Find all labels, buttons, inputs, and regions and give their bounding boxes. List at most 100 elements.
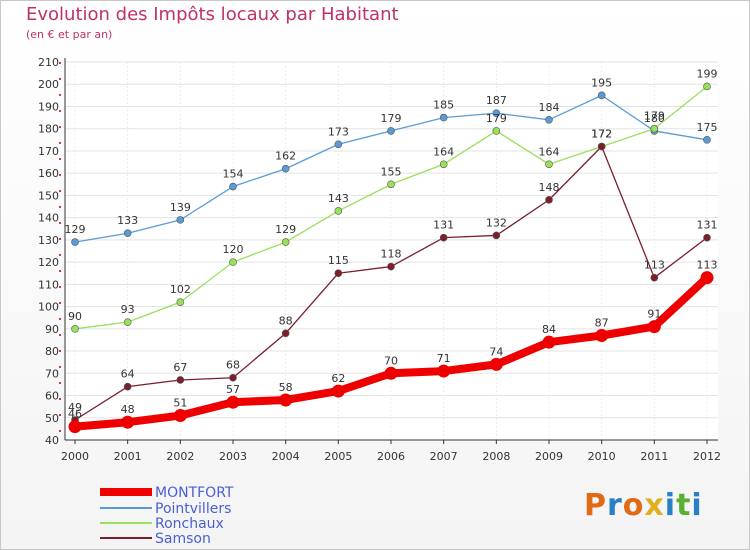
data-point: [384, 366, 398, 380]
y-tick-label: 150: [38, 189, 59, 202]
data-label: 143: [328, 192, 349, 205]
x-tick-label: 2003: [219, 450, 247, 463]
data-label: 46: [68, 408, 82, 421]
data-point: [650, 273, 659, 282]
legend-label: Ronchaux: [155, 516, 224, 532]
x-tick-label: 2006: [377, 450, 405, 463]
data-label: 91: [647, 308, 661, 321]
data-label: 58: [279, 381, 293, 394]
data-label: 88: [279, 314, 293, 327]
logo-letter: t: [676, 488, 692, 523]
logo-letter: x: [644, 488, 665, 523]
x-tick-label: 2005: [324, 450, 352, 463]
data-label: 154: [223, 168, 244, 181]
chart-subtitle: (en € et par an): [26, 28, 113, 41]
data-label: 139: [170, 201, 191, 214]
data-point: [489, 357, 503, 371]
data-label: 48: [121, 403, 135, 416]
data-point: [700, 271, 714, 285]
y-tick-label: 190: [38, 100, 59, 113]
data-label: 51: [173, 397, 187, 410]
x-tick-label: 2002: [166, 450, 194, 463]
data-label: 131: [697, 219, 718, 232]
data-point: [176, 216, 185, 224]
x-tick-label: 2008: [482, 450, 510, 463]
logo-letter: r: [607, 488, 623, 523]
data-label: 185: [433, 99, 454, 112]
data-point: [229, 182, 237, 191]
data-label: 164: [433, 145, 454, 158]
data-point: [703, 136, 711, 144]
proxiti-logo: Proxiti: [584, 488, 703, 523]
data-label: 132: [486, 216, 507, 229]
legend-label: Samson: [155, 531, 211, 547]
data-point: [176, 298, 185, 306]
x-tick-label: 2001: [114, 450, 142, 463]
y-tick-label: 130: [38, 234, 59, 247]
data-label: 179: [381, 112, 402, 125]
x-tick-label: 2004: [272, 450, 300, 463]
data-point: [545, 160, 553, 169]
data-point: [595, 328, 609, 342]
data-label: 187: [486, 94, 507, 107]
data-point: [387, 127, 395, 135]
data-label: 179: [486, 112, 507, 125]
data-label: 129: [275, 223, 296, 236]
data-point: [123, 382, 132, 391]
data-label: 84: [542, 323, 556, 336]
data-point: [229, 258, 237, 266]
data-label: 118: [381, 248, 402, 261]
data-point: [492, 127, 501, 135]
data-point: [123, 229, 132, 238]
data-label: 57: [226, 383, 240, 396]
data-point: [387, 180, 395, 189]
data-point: [545, 196, 553, 204]
data-point: [281, 238, 290, 246]
data-point: [331, 384, 345, 398]
y-tick-label: 140: [38, 212, 59, 225]
y-tick-label: 100: [38, 301, 59, 314]
data-label: 133: [117, 214, 138, 227]
y-tick-label: 170: [38, 145, 59, 158]
legend-label: Pointvillers: [155, 501, 231, 517]
data-point: [281, 329, 290, 338]
y-tick-label: 70: [45, 367, 59, 380]
y-tick-label: 120: [38, 256, 59, 269]
data-label: 173: [328, 125, 349, 138]
data-point: [71, 238, 79, 246]
data-point: [492, 109, 501, 117]
data-label: 131: [433, 219, 454, 232]
data-point: [279, 393, 293, 407]
data-label: 102: [170, 283, 191, 296]
data-point: [650, 124, 659, 133]
data-point: [334, 140, 343, 149]
data-point: [176, 376, 185, 384]
chart-title: Evolution des Impôts locaux par Habitant: [26, 4, 399, 25]
data-point: [229, 373, 237, 382]
data-point: [542, 335, 556, 349]
data-label: 179: [644, 110, 665, 123]
data-label: 129: [65, 223, 86, 236]
logo-letter: o: [622, 488, 645, 523]
data-label: 184: [539, 101, 560, 114]
data-label: 113: [644, 259, 665, 272]
data-point: [439, 160, 448, 169]
data-label: 155: [381, 165, 402, 178]
data-label: 93: [121, 303, 135, 316]
data-label: 90: [68, 310, 82, 323]
data-label: 162: [275, 150, 296, 163]
y-tick-label: 200: [38, 78, 59, 91]
data-label: 71: [437, 352, 451, 365]
x-tick-label: 2009: [535, 450, 563, 463]
data-label: 195: [591, 76, 612, 89]
data-point: [226, 395, 240, 409]
data-label: 70: [384, 354, 398, 367]
data-label: 120: [223, 243, 244, 256]
y-tick-label: 110: [38, 278, 59, 291]
data-point: [703, 82, 711, 91]
data-point: [334, 207, 343, 215]
data-point: [439, 233, 448, 242]
x-tick-label: 2000: [61, 450, 89, 463]
y-tick-label: 80: [45, 345, 59, 358]
data-label: 87: [595, 316, 609, 329]
